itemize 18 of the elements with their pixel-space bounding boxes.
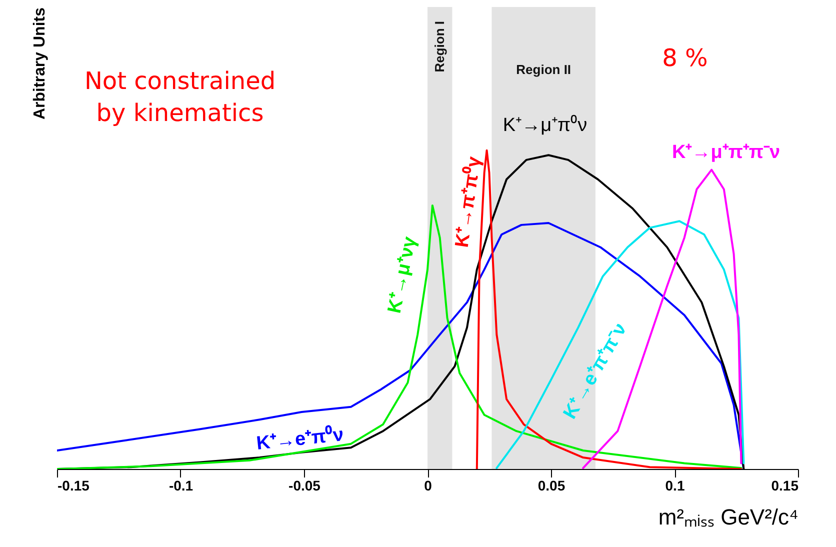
text: K⁺→π⁺π⁰γ <box>450 154 486 249</box>
x-tick-label: 0.05 <box>538 478 566 494</box>
x-axis-title: m²ₘᵢₛₛ GeV²/c⁴ <box>658 504 798 530</box>
text: Not constrained by kinematics <box>84 67 276 127</box>
series-label: K⁺→μ⁺π⁺π⁻ν <box>672 142 780 163</box>
x-tick-label: -0.15 <box>58 478 90 494</box>
text: K⁺→μ⁺νγ <box>384 234 421 316</box>
text: K⁺→e⁺π⁰ν <box>255 423 345 455</box>
text: 8 % <box>662 44 708 72</box>
band-label: Region I <box>432 21 447 72</box>
x-tick-label: 0 <box>424 478 432 494</box>
x-tick-label: -0.05 <box>288 478 321 494</box>
band-label: Region II <box>516 62 572 77</box>
x-tick-label: 0.15 <box>771 478 799 494</box>
series-label: K⁺→μ⁺π⁰ν <box>502 114 588 136</box>
x-tick-label: 0.1 <box>665 478 685 494</box>
x-tick-label: -0.1 <box>168 478 194 494</box>
y-axis-title: Arbitrary Units <box>32 7 48 120</box>
